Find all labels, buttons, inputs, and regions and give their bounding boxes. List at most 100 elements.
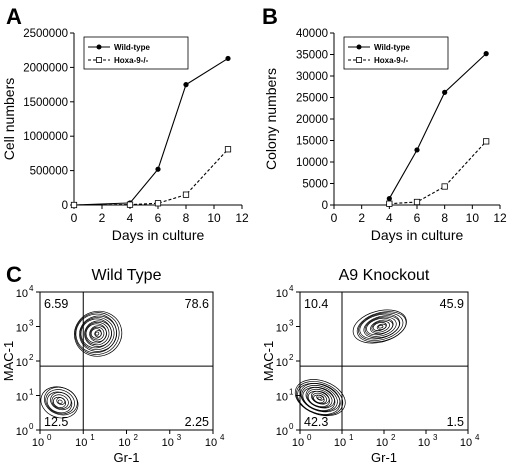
flow-0-contour-line xyxy=(57,399,63,404)
flow-1-y-tick-label: 10 xyxy=(276,323,288,335)
chart-0-y-tick-label: 2500000 xyxy=(23,28,68,40)
flow-1-contour-line xyxy=(300,383,341,413)
flow-1-quadrant-ur: 45.9 xyxy=(440,297,464,311)
flow-0-title: Wild Type xyxy=(92,267,162,284)
flow-0-x-tick-label: 10 xyxy=(162,437,174,449)
chart-1-y-tick-label: 35000 xyxy=(296,50,328,62)
chart-0-series-0-point xyxy=(155,166,161,172)
chart-0-series-0-point xyxy=(183,82,189,88)
flow-1-contour-line xyxy=(364,316,397,337)
flow-0-x-tick-label: 10 xyxy=(75,437,87,449)
flow-1-contour-line xyxy=(376,323,387,330)
panel-label-b: B xyxy=(262,4,278,29)
flow-1-contour-line xyxy=(313,394,325,404)
flow-0-y-tick-exp: 1 xyxy=(29,388,34,397)
chart-1-series-1-point xyxy=(413,198,421,206)
flow-1-contour-line xyxy=(352,309,407,344)
chart-1-y-tick-label: 20000 xyxy=(296,114,328,126)
flow-0-y-tick-label: 10 xyxy=(16,288,28,300)
chart-1-y-axis-label: Colony numbers xyxy=(263,68,279,170)
flow-1-contour-line xyxy=(312,392,328,404)
flow-1-x-tick-exp: 0 xyxy=(307,433,312,442)
chart-0-legend-label: Hoxa-9-/- xyxy=(114,56,149,65)
chart-1-series-0-point xyxy=(386,195,392,202)
flow-0-y-tick-label: 10 xyxy=(16,426,28,438)
flow-1-x-tick-exp: 3 xyxy=(433,433,438,442)
flow-1-y-tick-label: 10 xyxy=(276,392,288,404)
chart-0-series-0-point xyxy=(225,55,231,62)
flow-0-x-axis-label: Gr-1 xyxy=(114,450,140,465)
flow-1-contour-line xyxy=(305,386,335,409)
chart-1-x-tick-label: 2 xyxy=(358,211,365,225)
chart-1-legend-marker xyxy=(356,57,362,63)
flow-0-y-tick-label: 10 xyxy=(16,323,28,335)
chart-0-y-tick-label: 2000000 xyxy=(23,62,68,74)
chart-1-y-tick-label: 5000 xyxy=(302,179,328,191)
flow-1-y-tick-exp: 2 xyxy=(289,353,294,362)
chart-0-y-tick-label: 0 xyxy=(62,200,68,212)
flow-0-y-tick-label: 10 xyxy=(16,392,28,404)
chart-1-legend-label: Wild-type xyxy=(374,43,410,52)
flow-1-x-tick-exp: 2 xyxy=(391,433,396,442)
chart-1-series-0-point xyxy=(483,51,489,57)
chart-0-y-tick-label: 500000 xyxy=(30,166,68,178)
chart-1-y-tick-label: 25000 xyxy=(296,93,328,105)
chart-1-y-tick-label: 15000 xyxy=(296,136,328,148)
chart-0-legend-label: Wild-type xyxy=(114,43,150,52)
flow-0-contour-line xyxy=(75,313,117,354)
chart-0-series-0-line xyxy=(73,57,229,206)
chart-0-x-tick-label: 4 xyxy=(127,211,134,225)
flow-1-y-tick-exp: 1 xyxy=(289,388,294,397)
flow-1-quadrant-lr: 1.5 xyxy=(447,415,464,429)
flow-0-quadrant-ur: 78.6 xyxy=(185,297,209,311)
flow-1-x-tick-exp: 1 xyxy=(349,433,354,442)
flow-1-y-tick-label: 10 xyxy=(276,357,288,369)
chart-1-legend-marker xyxy=(356,44,362,50)
flow-1-y-axis-label: MAC-1 xyxy=(261,341,276,381)
flow-1-quadrant-ll: 42.3 xyxy=(304,415,328,429)
chart-1-x-tick-label: 12 xyxy=(493,211,507,225)
chart-1-series-1-point xyxy=(441,183,448,190)
chart-0-series-1-point xyxy=(154,200,162,207)
flow-0-contour-line xyxy=(74,310,123,357)
flow-0-x-tick-exp: 3 xyxy=(177,433,182,442)
flow-1-x-tick-exp: 4 xyxy=(475,433,480,442)
flow-0-contour-line xyxy=(51,394,69,410)
flow-0-quadrant-ul: 6.59 xyxy=(44,297,68,311)
flow-1-contour-line xyxy=(310,390,330,405)
flow-1-contour-line xyxy=(371,320,390,333)
flow-1-contour-line xyxy=(366,317,394,336)
flow-0-x-tick-exp: 1 xyxy=(90,433,95,442)
chart-0-legend-marker xyxy=(96,57,102,63)
flow-0-contour-line xyxy=(74,312,120,355)
flow-0-contour-line xyxy=(79,317,115,351)
flow-0-contour-line xyxy=(80,318,112,349)
chart-1-series-1-point xyxy=(483,138,490,145)
flow-1-y-tick-label: 10 xyxy=(276,426,288,438)
chart-0-x-tick-label: 12 xyxy=(235,211,249,225)
flow-0-quadrant-lr: 2.25 xyxy=(185,415,209,429)
flow-0-x-tick-label: 10 xyxy=(118,437,130,449)
flow-1-contour-line xyxy=(297,383,341,415)
chart-0-legend-marker xyxy=(96,44,102,50)
flow-0-contour-line xyxy=(40,386,79,419)
flow-0-x-tick-exp: 4 xyxy=(220,433,225,442)
flow-0-y-tick-exp: 0 xyxy=(29,422,34,431)
chart-0-y-tick-label: 1500000 xyxy=(23,97,68,109)
chart-1-series-0-point xyxy=(414,147,420,153)
flow-0-y-tick-exp: 4 xyxy=(29,284,34,293)
flow-1-contour-line xyxy=(378,324,384,329)
flow-0-y-axis-label: MAC-1 xyxy=(1,341,16,381)
flow-1-x-tick-label: 10 xyxy=(292,437,304,449)
chart-0-x-tick-label: 8 xyxy=(183,211,190,225)
chart-0-series-1-point xyxy=(224,146,232,153)
chart-0-series-1-point xyxy=(70,201,78,209)
chart-1-y-tick-label: 30000 xyxy=(296,71,328,83)
flow-1-contour-line xyxy=(316,394,325,401)
chart-0-legend xyxy=(83,36,189,70)
flow-0-contours xyxy=(40,310,123,419)
flow-0-contour-line xyxy=(90,326,105,341)
chart-1-legend xyxy=(343,36,449,70)
chart-0-x-axis-label: Days in culture xyxy=(112,227,205,243)
flow-1-y-tick-label: 10 xyxy=(276,288,288,300)
